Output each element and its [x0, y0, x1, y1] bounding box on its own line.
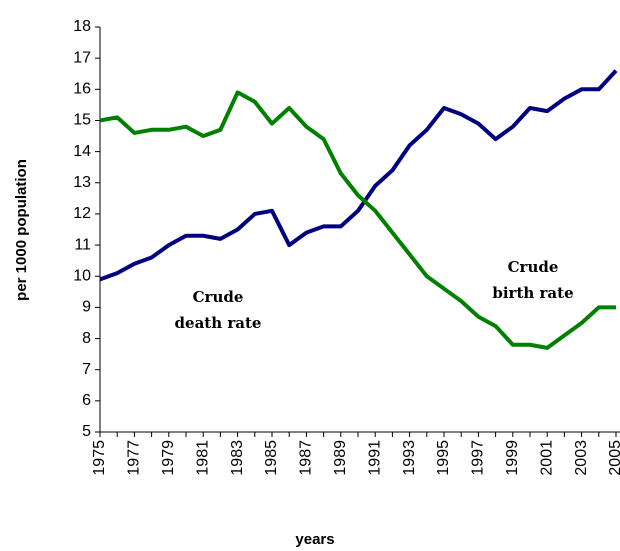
series-line: [99, 90, 616, 350]
y-tick-label: 7: [82, 361, 91, 378]
y-tick-label: 18: [73, 18, 91, 35]
y-axis-label: per 1000 population: [13, 159, 30, 301]
y-tick-label: 16: [73, 81, 91, 98]
y-tick-label: 14: [73, 143, 91, 160]
y-tick-label: 9: [82, 299, 91, 316]
y-tick-label: 6: [82, 392, 91, 409]
y-tick-label: 8: [82, 330, 91, 347]
x-tick-label: 1983: [229, 440, 246, 476]
x-tick-label: 2003: [573, 440, 590, 476]
y-tick-label: 15: [73, 112, 91, 129]
x-tick-label: 1985: [263, 440, 280, 476]
x-tick-label: 1981: [194, 440, 211, 476]
x-tick-label: 1979: [160, 440, 177, 476]
x-tick-label: 2005: [607, 440, 620, 476]
y-tick-label: 12: [73, 205, 91, 222]
x-tick-label: 1995: [435, 440, 452, 476]
x-tick-label: 1999: [504, 440, 521, 476]
x-tick-label: 1993: [401, 440, 418, 476]
x-tick-label: 1989: [332, 440, 349, 476]
y-tick-label: 17: [73, 49, 91, 66]
series-line: [99, 69, 618, 282]
y-tick-label: 10: [73, 267, 91, 284]
x-axis-label: years: [295, 531, 334, 548]
x-tick-label: 1987: [298, 440, 315, 476]
x-tick-label: 1975: [91, 440, 108, 476]
x-tick-label: 2001: [538, 440, 555, 476]
series-annotation: Crude: [508, 258, 559, 276]
series-annotation: death rate: [175, 314, 262, 332]
x-tick-label: 1997: [470, 440, 487, 476]
y-tick-label: 5: [82, 423, 91, 440]
x-tick-label: 1991: [366, 440, 383, 476]
series-annotation: birth rate: [492, 284, 573, 302]
x-tick-label: 1977: [126, 440, 143, 476]
series-annotation: Crude: [193, 288, 244, 306]
y-tick-label: 13: [73, 174, 91, 191]
y-tick-label: 11: [74, 236, 91, 253]
